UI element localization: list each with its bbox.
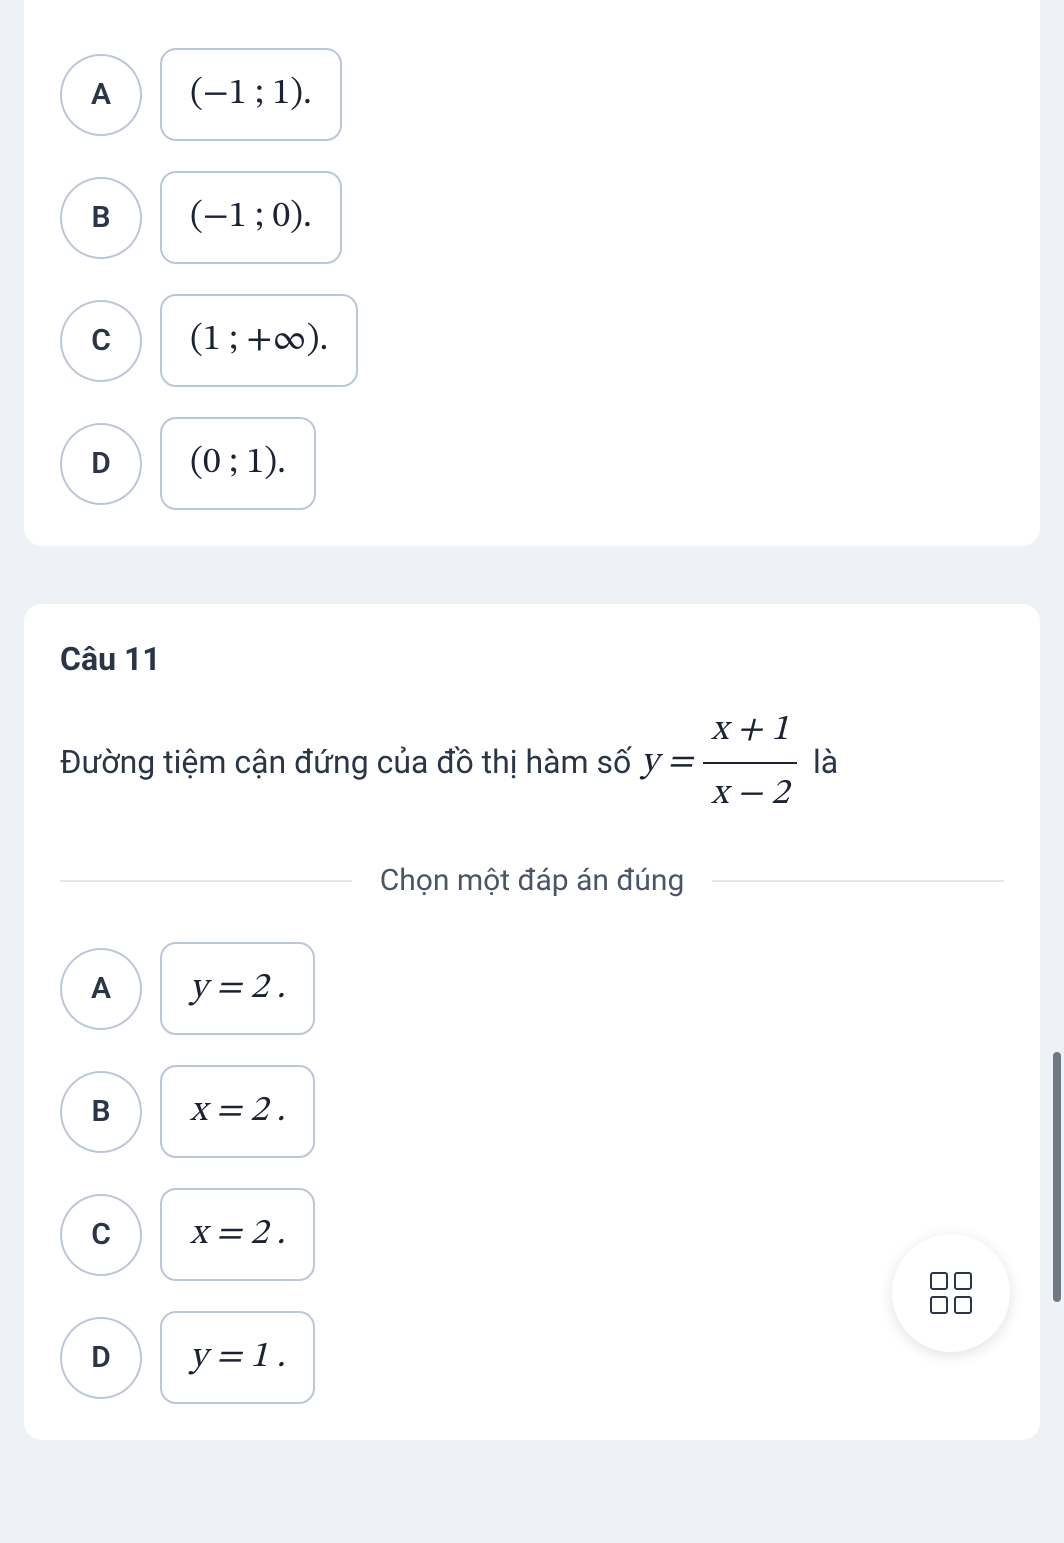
scrollbar[interactable] [1053,1052,1061,1302]
option-math: x = 2 . [190,1089,285,1134]
option-math: (0 ; 1). [190,441,286,486]
option-letter-a[interactable]: A [60,948,142,1030]
option-body[interactable]: x = 2 . [160,1188,315,1281]
option-body[interactable]: x = 2 . [160,1065,315,1158]
option-math: (−1 ; 0). [190,195,312,240]
option-body[interactable]: y = 2 . [160,942,315,1035]
option-body[interactable]: (1 ; +∞). [160,294,358,387]
option-row[interactable]: A y = 2 . [60,942,1004,1035]
equation-lhs: y = [641,734,693,792]
option-body[interactable]: y = 1 . [160,1311,315,1404]
option-body[interactable]: (−1 ; 0). [160,171,342,264]
instruction-divider: Chọn một đáp án đúng [60,863,1004,898]
question-title: Câu 11 [60,640,1004,678]
option-letter-c[interactable]: C [60,1194,142,1276]
option-row[interactable]: B x = 2 . [60,1065,1004,1158]
option-row[interactable]: C x = 2 . [60,1188,1004,1281]
navigation-fab[interactable] [892,1234,1010,1352]
option-letter-d[interactable]: D [60,1317,142,1399]
option-row[interactable]: D (0 ; 1). [60,417,1004,510]
option-math: y = 2 . [190,966,285,1011]
option-letter-b[interactable]: B [60,177,142,259]
grid-icon [930,1272,972,1314]
option-row[interactable]: D y = 1 . [60,1311,1004,1404]
option-math: (−1 ; 1). [190,72,312,117]
question-text-after: là [813,737,838,788]
instruction-text: Chọn một đáp án đúng [380,863,685,898]
option-math: y = 1 . [190,1335,285,1380]
fraction-denominator: x − 2 [703,762,797,824]
option-row[interactable]: B (−1 ; 0). [60,171,1004,264]
option-row[interactable]: A (−1 ; 1). [60,48,1004,141]
fraction-numerator: x + 1 [703,702,797,762]
option-row[interactable]: C (1 ; +∞). [60,294,1004,387]
option-letter-b[interactable]: B [60,1071,142,1153]
question-text-before: Đường tiệm cận đứng của đồ thị hàm số [60,737,631,788]
option-body[interactable]: (−1 ; 1). [160,48,342,141]
option-letter-a[interactable]: A [60,54,142,136]
question-card-11: Câu 11 Đường tiệm cận đứng của đồ thị hà… [24,604,1040,1440]
option-body[interactable]: (0 ; 1). [160,417,316,510]
fraction: x + 1 x − 2 [703,702,797,823]
option-letter-d[interactable]: D [60,423,142,505]
question-text: Đường tiệm cận đứng của đồ thị hàm số y … [60,702,1004,823]
divider-line [712,880,1004,882]
option-math: x = 2 . [190,1212,285,1257]
option-letter-c[interactable]: C [60,300,142,382]
divider-line [60,880,352,882]
equation: y = x + 1 x − 2 [641,702,803,823]
option-math: (1 ; +∞). [190,318,328,363]
question-card-prev: A (−1 ; 1). B (−1 ; 0). C (1 ; +∞). D (0… [24,0,1040,546]
